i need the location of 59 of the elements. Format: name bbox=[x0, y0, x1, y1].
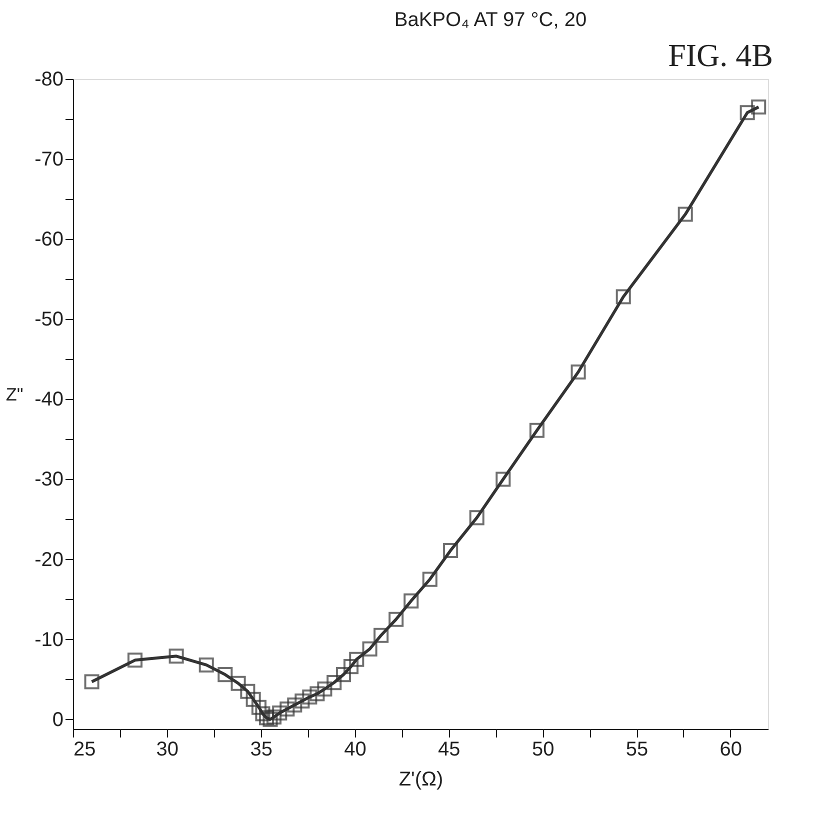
point bbox=[84, 674, 100, 690]
point bbox=[496, 472, 511, 487]
y-tick-label: -50 bbox=[34, 308, 64, 331]
y-tick-label: -20 bbox=[34, 548, 64, 571]
chart-title: BaKPO₄ AT 97 °C, 20 bbox=[394, 9, 587, 31]
point bbox=[678, 206, 693, 222]
x-tick-label: 40 bbox=[344, 738, 366, 760]
y-tick-label: -60 bbox=[34, 228, 64, 251]
point bbox=[302, 689, 318, 704]
y-tick-label: -40 bbox=[34, 388, 64, 411]
point bbox=[388, 612, 404, 627]
point bbox=[443, 542, 458, 558]
x-tick-label: 50 bbox=[532, 738, 554, 760]
point bbox=[529, 422, 544, 438]
point bbox=[198, 657, 214, 672]
point bbox=[262, 712, 278, 727]
point bbox=[266, 709, 282, 725]
point bbox=[740, 105, 755, 120]
x-tick-label: 30 bbox=[156, 738, 179, 760]
caption: FIG. 4B bbox=[668, 37, 773, 73]
point bbox=[362, 641, 378, 656]
point bbox=[317, 681, 332, 696]
point bbox=[570, 364, 586, 380]
point bbox=[343, 659, 359, 674]
x-tick-label: 60 bbox=[720, 738, 742, 760]
point bbox=[246, 692, 261, 707]
point bbox=[469, 510, 484, 526]
point bbox=[336, 667, 352, 682]
x-tick-label: 45 bbox=[438, 738, 460, 760]
y-tick-label: -10 bbox=[34, 628, 64, 651]
point bbox=[310, 686, 325, 702]
point bbox=[280, 701, 295, 717]
y-tick-label: -70 bbox=[34, 148, 64, 171]
point bbox=[294, 693, 310, 708]
point bbox=[374, 628, 389, 643]
point bbox=[258, 710, 274, 726]
point bbox=[218, 667, 233, 682]
point bbox=[616, 289, 631, 304]
point bbox=[255, 706, 270, 722]
point bbox=[251, 700, 266, 715]
x-tick-label: 35 bbox=[250, 738, 272, 760]
point bbox=[349, 652, 364, 667]
point bbox=[287, 697, 302, 713]
point bbox=[168, 648, 184, 664]
point bbox=[751, 100, 766, 115]
y-tick-label: -30 bbox=[34, 468, 64, 491]
point bbox=[422, 572, 438, 587]
x-tick-label: 25 bbox=[74, 738, 96, 760]
y-tick-label: -80 bbox=[34, 68, 64, 90]
point bbox=[404, 593, 419, 608]
y-tick-label: 0 bbox=[52, 708, 64, 731]
point bbox=[230, 676, 246, 691]
x-axis-title: Z'(Ω) bbox=[398, 768, 444, 790]
point bbox=[326, 675, 342, 690]
point bbox=[272, 705, 288, 721]
point bbox=[240, 684, 256, 699]
point bbox=[127, 652, 143, 668]
x-tick-label: 55 bbox=[626, 738, 648, 760]
y-axis-title: Z" bbox=[6, 384, 24, 404]
